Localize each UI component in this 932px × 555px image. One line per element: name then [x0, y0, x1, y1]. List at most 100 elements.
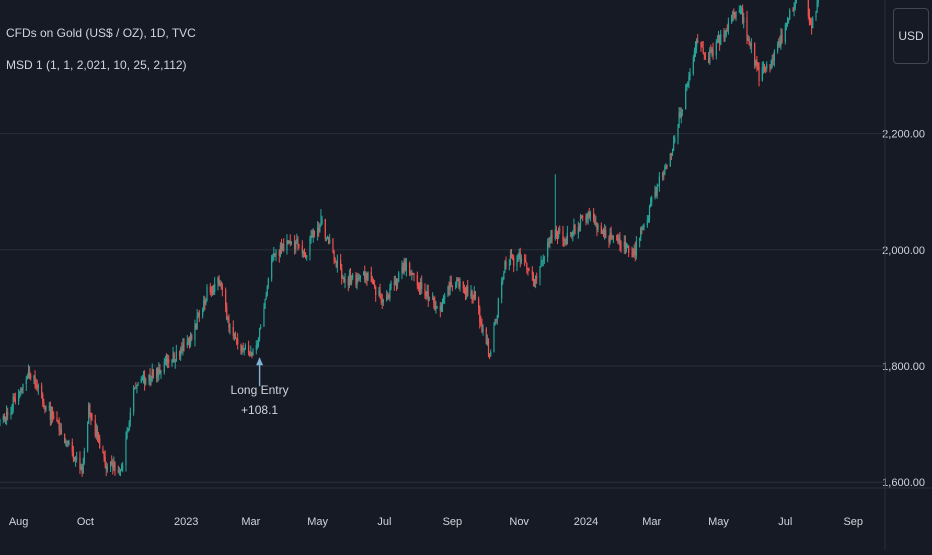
candle-body[interactable]: [480, 321, 482, 324]
candle-body[interactable]: [60, 429, 62, 434]
candle-body[interactable]: [697, 40, 699, 43]
candle-body[interactable]: [114, 462, 116, 470]
candle-body[interactable]: [219, 282, 221, 285]
candle-body[interactable]: [750, 43, 752, 47]
candle-body[interactable]: [388, 295, 390, 299]
candle-body[interactable]: [405, 263, 407, 271]
candle-body[interactable]: [99, 438, 101, 449]
candle-body[interactable]: [712, 49, 714, 56]
candle-body[interactable]: [558, 229, 560, 238]
candle-body[interactable]: [620, 245, 622, 248]
candle-body[interactable]: [205, 299, 207, 305]
candle-body[interactable]: [531, 270, 533, 275]
candle-body[interactable]: [321, 219, 323, 225]
candle-body[interactable]: [665, 165, 667, 167]
candle-body[interactable]: [4, 418, 7, 421]
candle-body[interactable]: [457, 279, 459, 281]
candle-body[interactable]: [547, 242, 549, 258]
candle-body[interactable]: [766, 64, 768, 69]
candle-body[interactable]: [625, 247, 628, 249]
candle-body[interactable]: [301, 245, 303, 254]
candle-body[interactable]: [450, 282, 452, 286]
candle-body[interactable]: [704, 55, 706, 59]
candle-body[interactable]: [295, 241, 297, 249]
candle-body[interactable]: [30, 375, 32, 379]
candle-body[interactable]: [725, 30, 727, 35]
candle-body[interactable]: [777, 44, 779, 52]
candle-body[interactable]: [157, 368, 159, 376]
candle-body[interactable]: [74, 457, 77, 462]
candle-body[interactable]: [35, 384, 37, 387]
candle-body[interactable]: [226, 306, 228, 320]
candle-body[interactable]: [769, 64, 771, 68]
candle-body[interactable]: [333, 250, 335, 260]
candle-body[interactable]: [274, 253, 276, 255]
candle-body[interactable]: [541, 260, 543, 262]
candle-body[interactable]: [142, 375, 145, 379]
candle-body[interactable]: [256, 343, 258, 346]
candle-body[interactable]: [273, 253, 275, 257]
candle-body[interactable]: [367, 271, 369, 281]
candle-body[interactable]: [89, 404, 91, 413]
candle-body[interactable]: [240, 344, 242, 352]
candle-body[interactable]: [248, 345, 250, 353]
candle-body[interactable]: [64, 433, 66, 444]
candle-body[interactable]: [770, 65, 772, 68]
candle-body[interactable]: [171, 360, 173, 363]
candle-body[interactable]: [623, 242, 625, 248]
candle-body[interactable]: [290, 241, 292, 245]
candle-body[interactable]: [412, 272, 414, 274]
candle-body[interactable]: [555, 229, 558, 237]
candle-body[interactable]: [631, 252, 633, 255]
candle-body[interactable]: [585, 216, 587, 221]
candle-body[interactable]: [517, 257, 519, 262]
candle-body[interactable]: [96, 429, 99, 435]
candle-body[interactable]: [267, 278, 269, 286]
candle-body[interactable]: [134, 387, 136, 389]
candle-body[interactable]: [657, 185, 659, 187]
candle-body[interactable]: [181, 348, 183, 351]
candle-body[interactable]: [143, 375, 146, 385]
candle-body[interactable]: [565, 239, 567, 245]
candle-body[interactable]: [807, 0, 809, 16]
candle-body[interactable]: [382, 300, 384, 303]
legend-symbol-title[interactable]: CFDs on Gold (US$ / OZ), 1D, TVC: [6, 26, 196, 40]
candle-body[interactable]: [83, 450, 85, 463]
candle-body[interactable]: [579, 215, 582, 228]
candle-body[interactable]: [520, 258, 522, 262]
candle-body[interactable]: [26, 376, 28, 379]
candle-body[interactable]: [654, 191, 656, 198]
candle-body[interactable]: [165, 359, 168, 363]
time-axis[interactable]: Aug Oct 2023 Mar May Jul Sep Nov 2024 Mar May Jul Se…: [9, 516, 863, 528]
candle-body[interactable]: [442, 298, 445, 304]
candle-body[interactable]: [473, 291, 475, 299]
candle-body[interactable]: [118, 472, 120, 474]
candle-body[interactable]: [2, 416, 4, 420]
candle-body[interactable]: [183, 344, 185, 346]
candle-body[interactable]: [159, 368, 161, 373]
candle-body[interactable]: [436, 305, 438, 307]
candle-body[interactable]: [532, 274, 535, 281]
candle-body[interactable]: [755, 59, 757, 66]
candle-body[interactable]: [182, 344, 184, 351]
candle-body[interactable]: [227, 317, 229, 320]
candle-body[interactable]: [740, 8, 743, 11]
candle-body[interactable]: [48, 406, 50, 408]
candle-body[interactable]: [656, 185, 658, 196]
candle-body[interactable]: [150, 379, 152, 382]
candle-body[interactable]: [641, 227, 643, 230]
candle-body[interactable]: [536, 276, 538, 279]
candle-body[interactable]: [510, 255, 513, 258]
candle-body[interactable]: [809, 22, 812, 25]
candle-body[interactable]: [773, 51, 775, 61]
candle-body[interactable]: [349, 274, 352, 284]
candle-body[interactable]: [386, 295, 388, 301]
candle-body[interactable]: [306, 255, 308, 258]
candle-body[interactable]: [179, 351, 181, 357]
candle-body[interactable]: [133, 388, 135, 413]
candle-body[interactable]: [651, 197, 653, 203]
candle-body[interactable]: [44, 406, 46, 410]
candle-body[interactable]: [779, 41, 781, 46]
candle-body[interactable]: [456, 279, 458, 286]
